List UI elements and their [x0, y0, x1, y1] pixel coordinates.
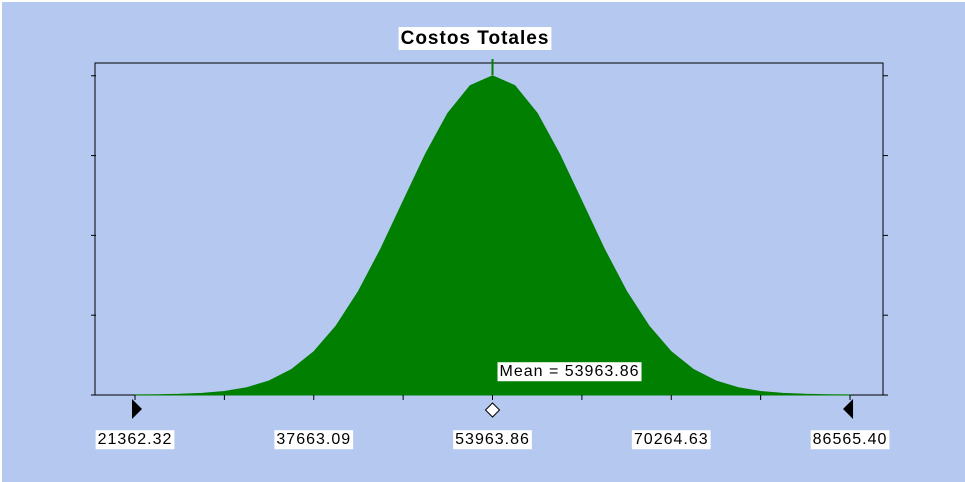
x-tick-label-group: 70264.63 — [631, 430, 711, 450]
chart-title-bg — [398, 27, 552, 51]
mean-diamond — [484, 402, 501, 418]
mean-label-group: Mean = 53963.86 — [497, 362, 642, 382]
distribution-area — [134, 75, 851, 396]
x-tick-label: 37663.09 — [276, 431, 351, 448]
x-tick-label-group: 53963.86 — [453, 430, 532, 450]
chart-title: Costos Totales — [401, 28, 550, 49]
x-tick-label-bg — [453, 430, 532, 450]
x-tick-label-bg — [274, 430, 354, 450]
x-tick-label-group: 21362.32 — [95, 430, 175, 450]
x-tick-label: 70264.63 — [634, 431, 709, 448]
x-tick-label: 21362.32 — [98, 431, 173, 448]
x-tick-label-bg — [631, 430, 711, 450]
mean-label-bg — [497, 362, 642, 382]
x-tick-label-group: 86565.40 — [810, 430, 890, 450]
x-tick-label-bg — [810, 430, 890, 450]
x-tick-label-group: 37663.09 — [274, 430, 354, 450]
x-tick-label: 86565.40 — [813, 431, 888, 448]
left-grabber — [132, 399, 143, 419]
mean-label: Mean = 53963.86 — [500, 363, 640, 380]
x-tick-label-bg — [95, 430, 175, 450]
chart-title-group: Costos Totales — [398, 27, 552, 51]
x-tick-label: 53963.86 — [455, 431, 530, 448]
right-grabber — [843, 399, 854, 419]
